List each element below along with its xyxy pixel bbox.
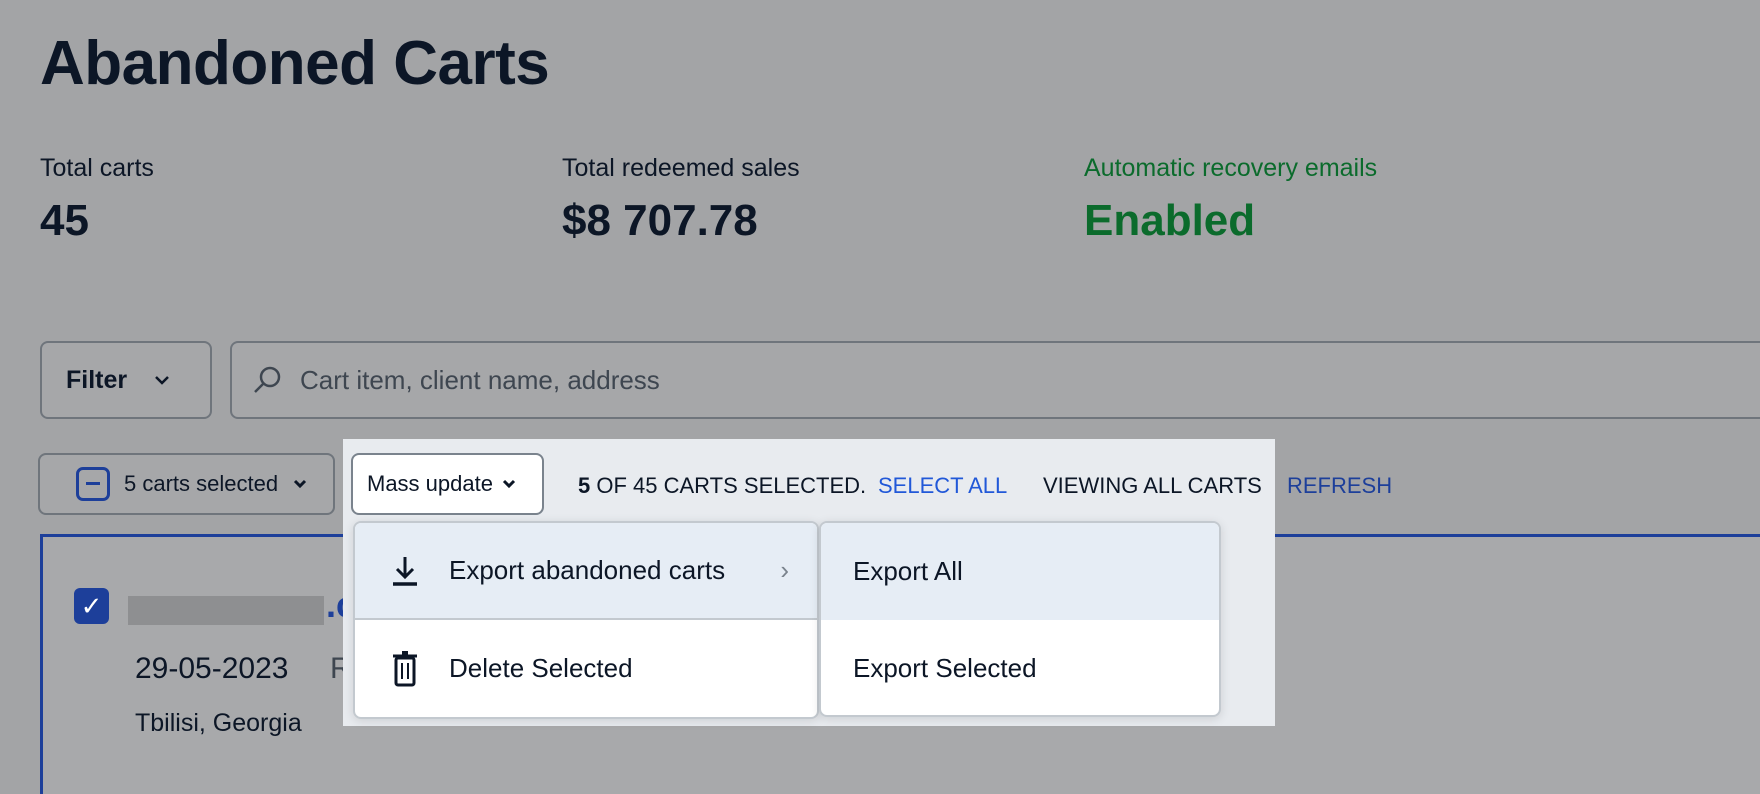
mass-update-button[interactable]: Mass update	[351, 453, 544, 515]
search-icon	[254, 366, 281, 393]
cart-location: Tbilisi, Georgia	[135, 709, 302, 737]
menu-item-export-abandoned-carts[interactable]: Export abandoned carts ›	[355, 523, 817, 620]
select-all-link[interactable]: SELECT ALL	[878, 473, 1008, 498]
submenu-item-export-selected[interactable]: Export Selected	[853, 653, 1037, 683]
partial-select-icon	[76, 467, 110, 501]
redacted-email	[128, 596, 324, 625]
chevron-down-icon	[155, 376, 170, 385]
mass-update-menu: Export abandoned carts › Delete Selected	[353, 521, 819, 719]
page-title: Abandoned Carts	[40, 29, 550, 98]
redeemed-sales-label: Total redeemed sales	[562, 154, 800, 182]
cart-date: 29-05-2023	[135, 652, 289, 685]
filter-label: Filter	[66, 365, 128, 394]
refresh-link[interactable]: REFRESH	[1287, 473, 1393, 498]
recovery-emails-label: Automatic recovery emails	[1084, 154, 1378, 182]
selection-dropdown[interactable]: 5 carts selected	[38, 453, 335, 515]
viewing-status: VIEWING ALL CARTS	[1043, 473, 1262, 498]
menu-item-label: Delete Selected	[449, 653, 633, 683]
search-placeholder: Cart item, client name, address	[300, 364, 660, 395]
recovery-emails-status: Enabled	[1084, 196, 1256, 245]
chevron-down-icon	[502, 479, 516, 489]
selection-status: 5 OF 45 CARTS SELECTED.	[578, 473, 866, 499]
redeemed-sales-value: $8 707.78	[562, 196, 758, 245]
cart-checkbox[interactable]: ✓	[74, 588, 109, 624]
menu-item-label: Export abandoned carts	[449, 555, 726, 585]
filter-button[interactable]: Filter	[40, 341, 212, 419]
submenu-item-export-all[interactable]: Export All	[821, 523, 1219, 620]
selected-text: OF 45 CARTS SELECTED.	[596, 473, 867, 498]
search-input[interactable]: Cart item, client name, address	[230, 341, 1760, 419]
export-submenu: Export All Export Selected	[819, 521, 1221, 717]
download-icon	[393, 556, 417, 586]
selection-label: 5 carts selected	[124, 471, 279, 496]
mass-update-label: Mass update	[367, 471, 493, 496]
menu-item-delete-selected[interactable]: Delete Selected	[355, 620, 817, 717]
chevron-right-icon: ›	[780, 555, 789, 585]
total-carts-label: Total carts	[40, 154, 154, 182]
checkmark-icon: ✓	[80, 590, 103, 621]
total-carts-value: 45	[40, 196, 89, 245]
chevron-down-icon	[294, 479, 307, 489]
selected-count: 5	[578, 473, 591, 498]
trash-icon	[393, 650, 417, 686]
